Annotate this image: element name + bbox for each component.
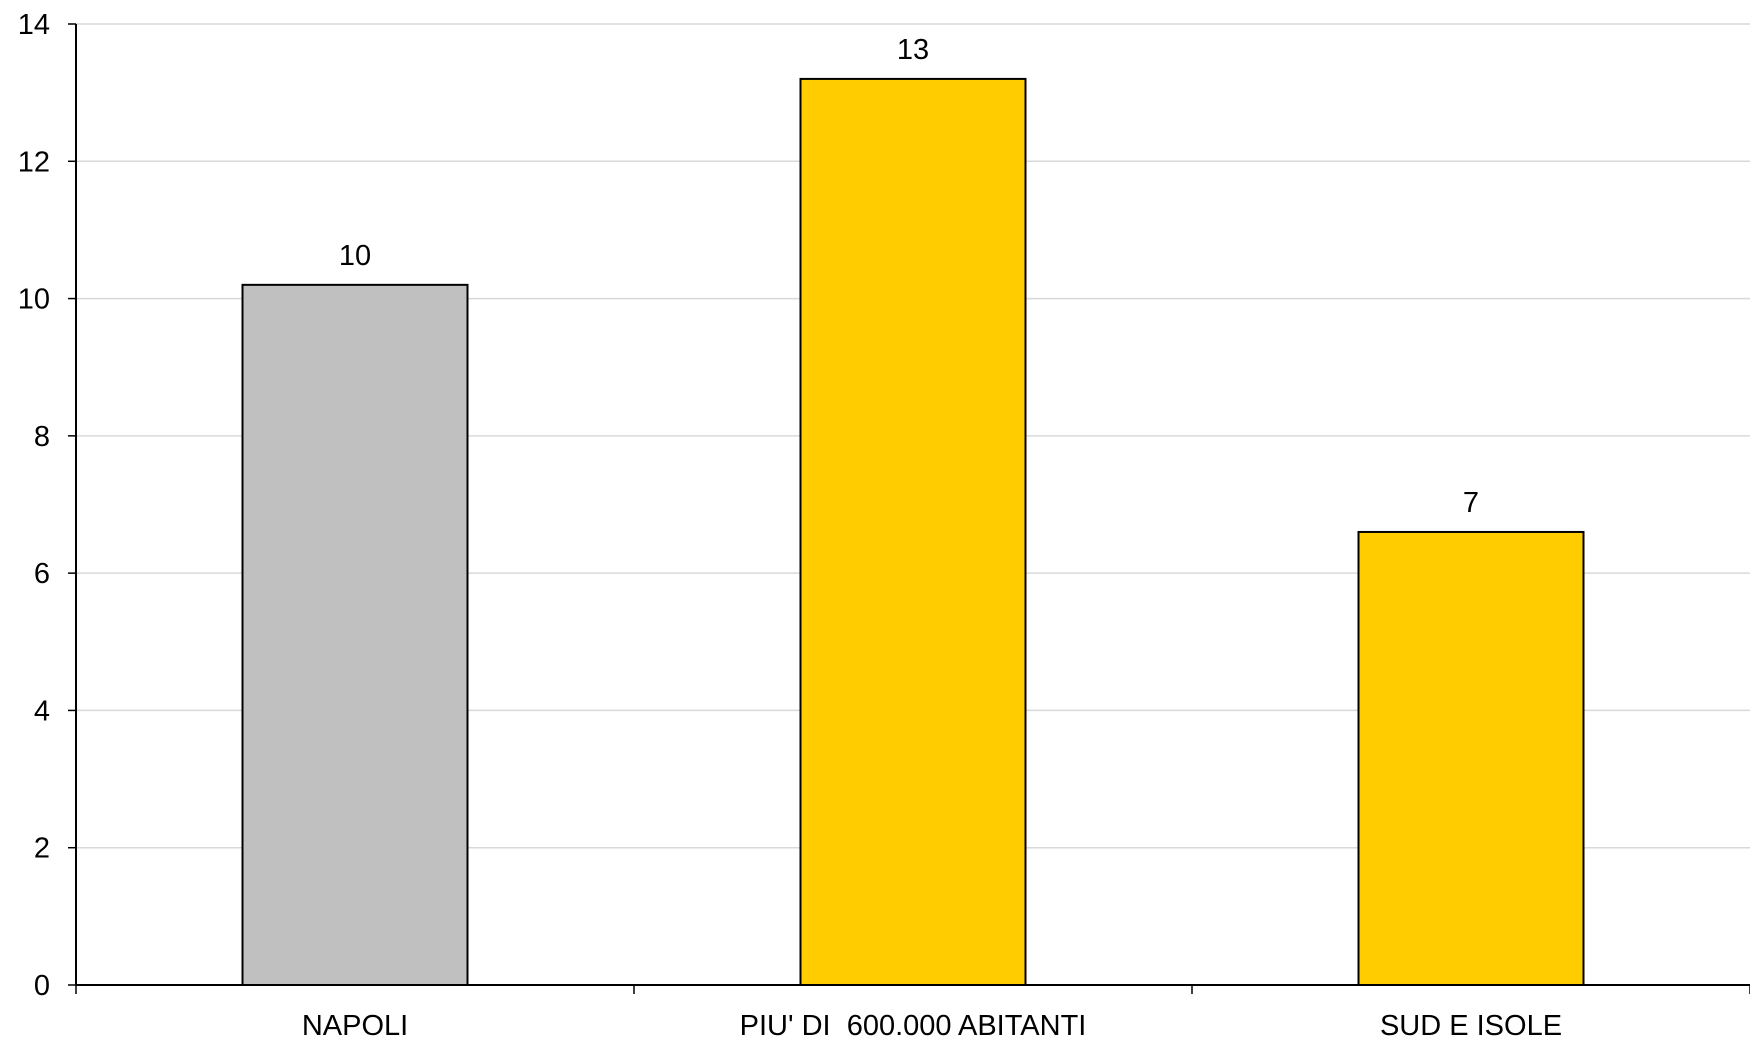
bar	[241, 283, 469, 987]
labels: 0 2 4 6 8 10 12 14 10 NAPOLI 13 PIU' DI 600.000 ABI…	[18, 9, 1562, 1042]
y-tick-label: 6	[34, 558, 50, 590]
y-tick-label: 10	[18, 284, 50, 316]
bar	[799, 77, 1027, 986]
data-label: 13	[897, 34, 929, 66]
bars	[241, 77, 1585, 987]
y-tick-label: 4	[34, 695, 50, 727]
y-tick-label: 14	[18, 9, 50, 41]
y-tick-label: 8	[34, 421, 50, 453]
axes	[68, 23, 1750, 994]
y-tick-label: 0	[34, 970, 50, 1002]
y-tick-label: 12	[18, 146, 50, 178]
y-tick-label: 2	[34, 833, 50, 865]
bar	[1357, 530, 1585, 986]
data-label: 10	[339, 240, 371, 272]
data-label: 7	[1463, 487, 1479, 519]
x-tick-label: SUD E ISOLE	[1380, 1010, 1562, 1042]
x-tick-label: PIU' DI 600.000 ABITANTI	[740, 1010, 1087, 1042]
x-tick-label: NAPOLI	[302, 1010, 408, 1042]
